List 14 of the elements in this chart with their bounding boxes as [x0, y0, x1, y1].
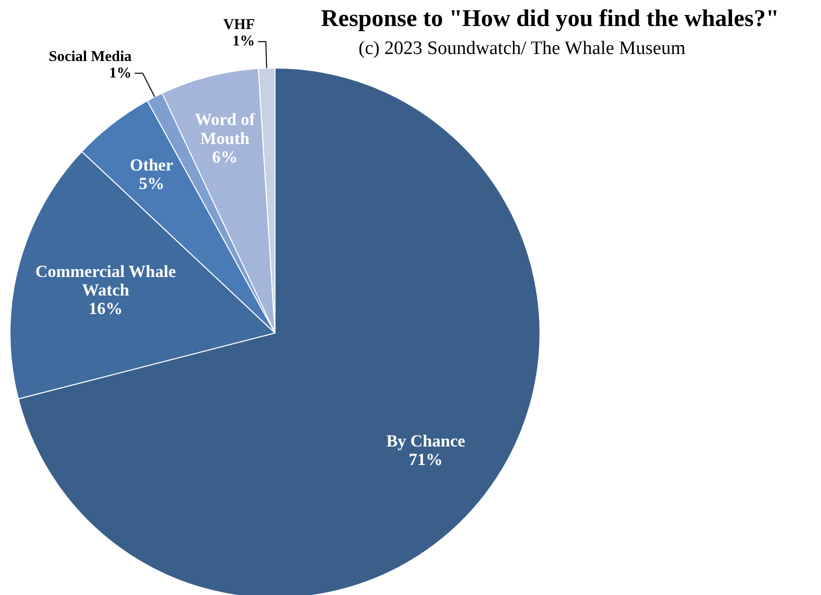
- text: (c) 2023 Soundwatch/ The Whale Museum: [358, 38, 686, 59]
- slice-label: By Chance: [386, 432, 466, 451]
- slice-label: VHF: [223, 17, 255, 34]
- data-label: 5%: [138, 174, 164, 194]
- data-label: 16%: [88, 299, 123, 318]
- data-label: 1%: [109, 65, 132, 82]
- data-label: 71%: [408, 450, 443, 470]
- data-label: 6%: [212, 148, 238, 167]
- slice-label: Commercial Whale Watch: [35, 262, 176, 300]
- slice-label: Word of Mouth: [194, 110, 256, 148]
- data-label: 1%: [232, 34, 255, 50]
- slice-label: Other: [130, 155, 174, 174]
- chart-title: Response to "How did you find the whales?": [320, 6, 780, 32]
- slice-label: Social Media: [48, 48, 132, 65]
